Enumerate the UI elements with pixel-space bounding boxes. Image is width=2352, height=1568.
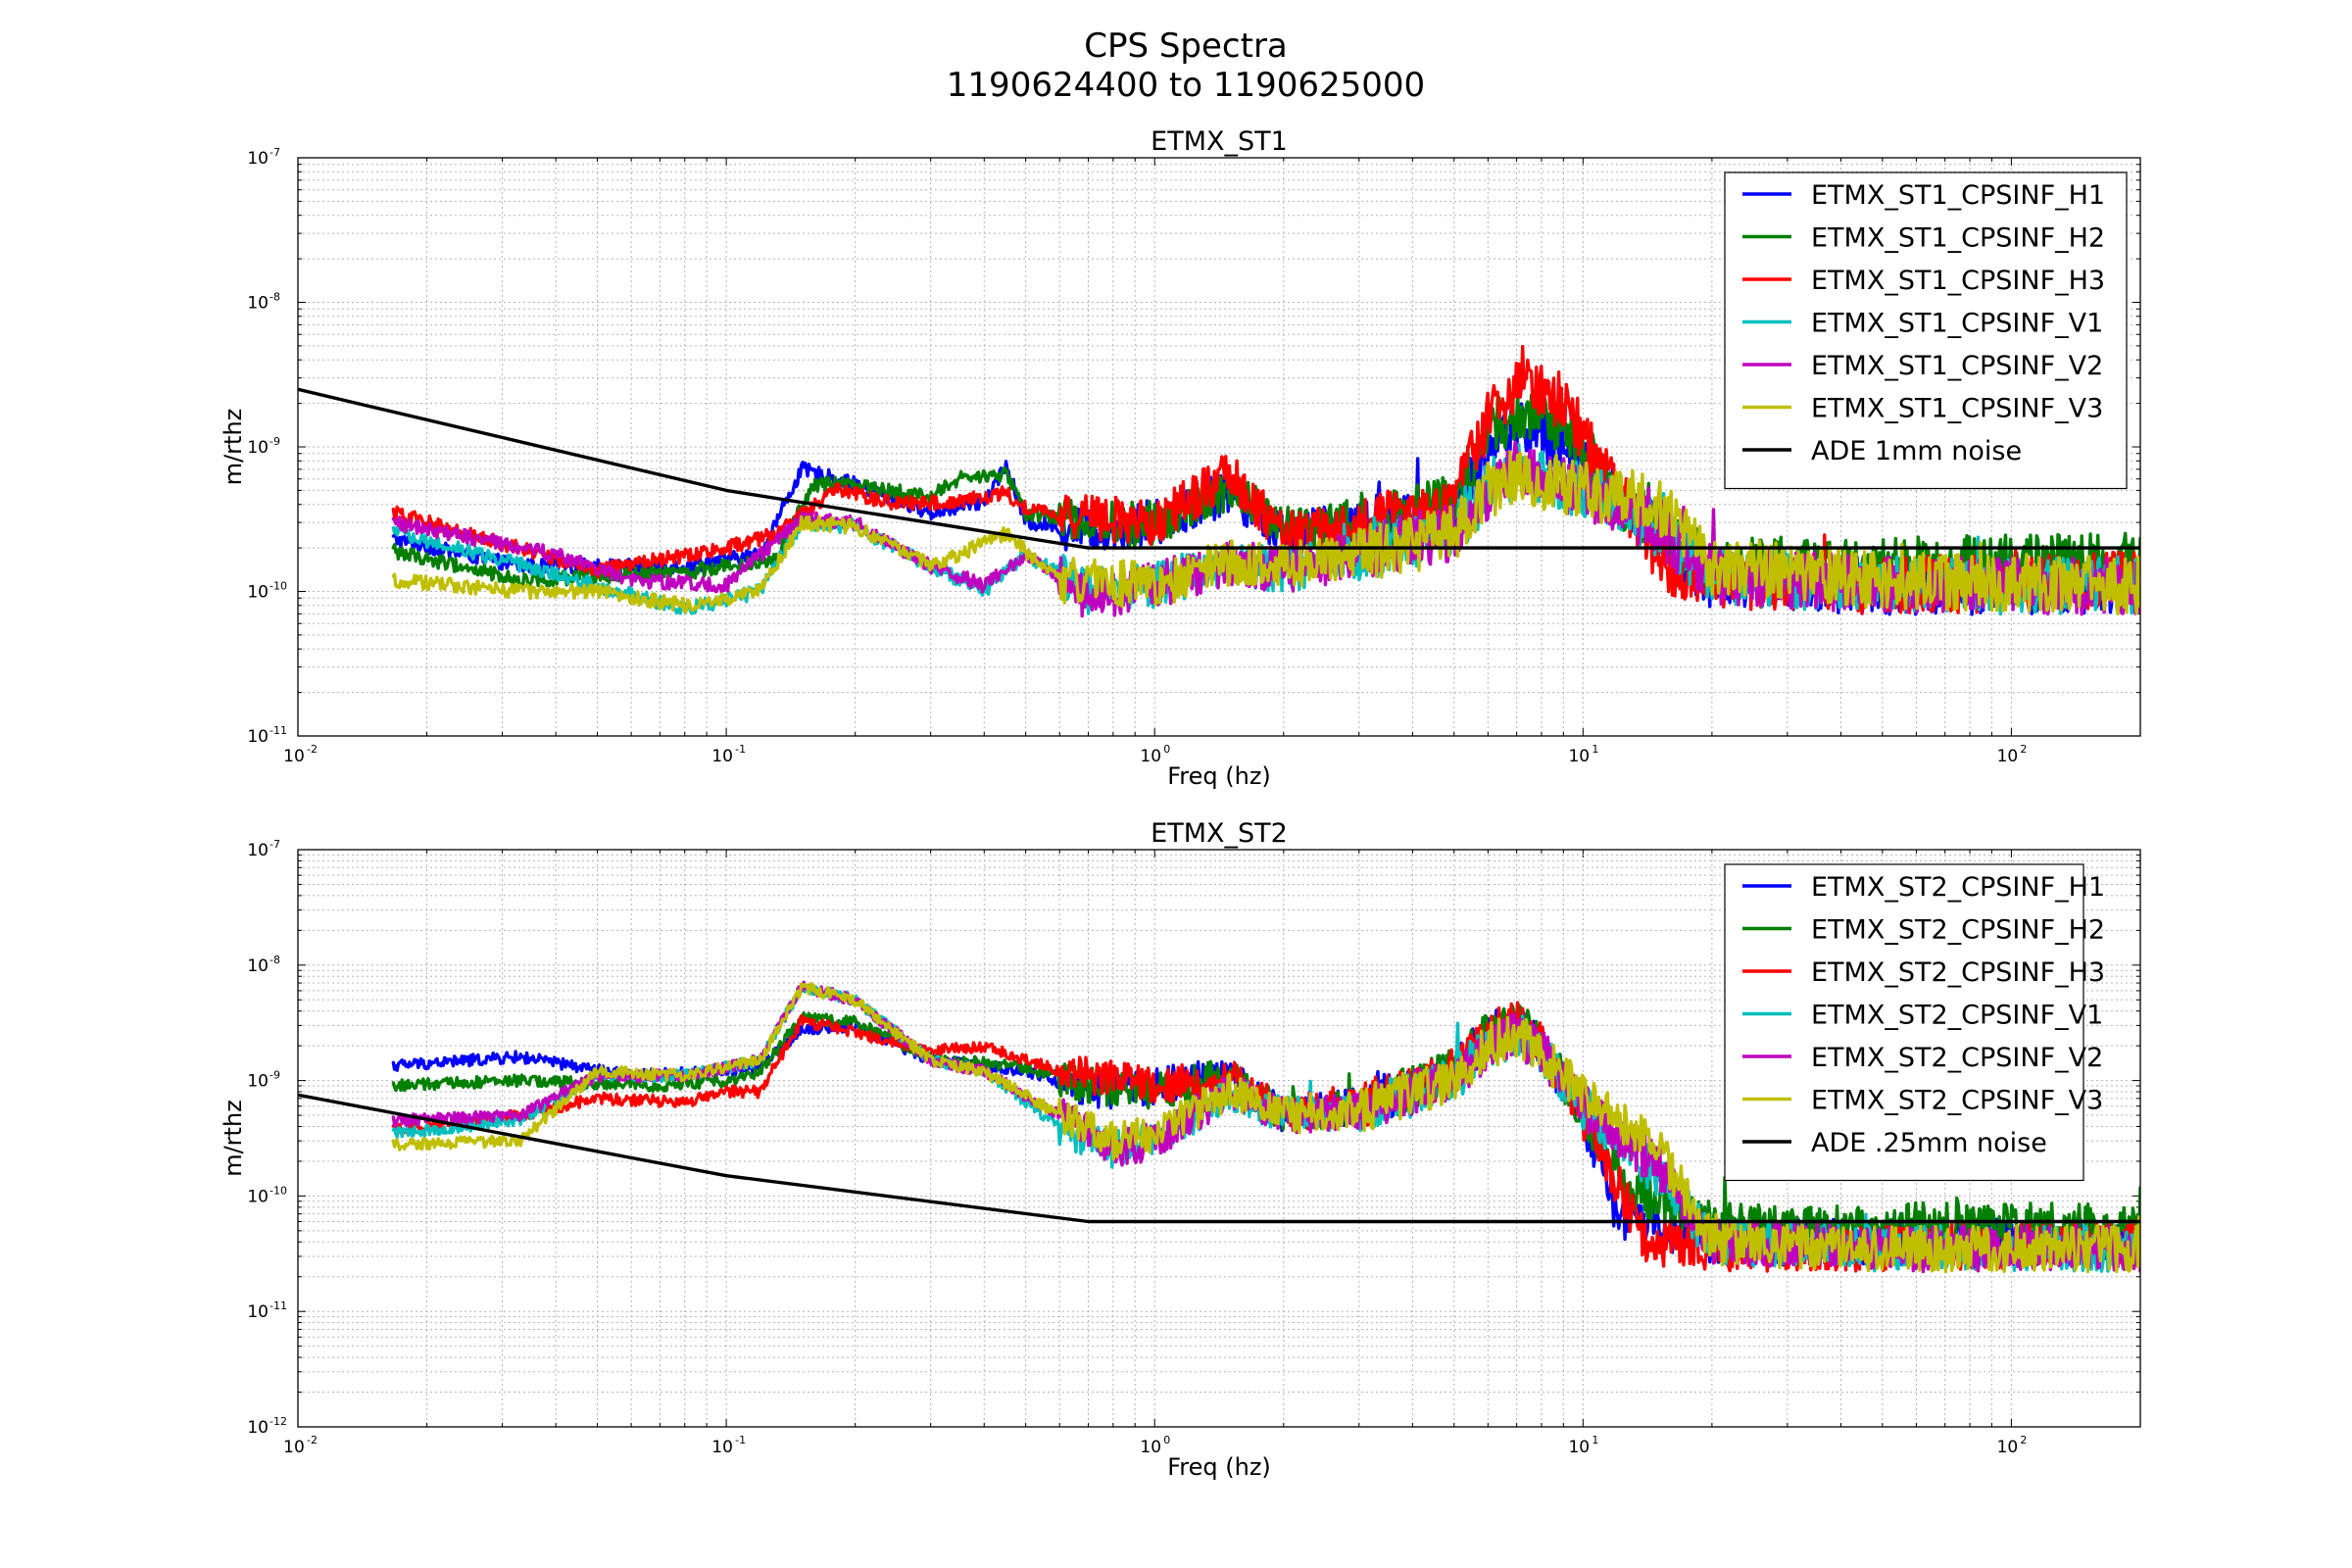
x-tick-label: 10	[283, 747, 305, 766]
legend-label: ADE .25mm noise	[1811, 1128, 2047, 1158]
x-tick-label-exponent: -1	[735, 743, 746, 756]
x-tick-label: 10	[711, 1438, 733, 1457]
figure-subtitle: 1190624400 to 1190625000	[947, 66, 1425, 105]
y-tick-label-exponent: -8	[270, 954, 280, 966]
y-tick-label: 10	[247, 1072, 269, 1092]
x-tick-label: 10	[1568, 747, 1590, 766]
y-tick-label-exponent: -9	[270, 1069, 280, 1082]
legend-label: ETMX_ST2_CPSINF_V1	[1811, 1001, 2103, 1031]
y-tick-label-exponent: -11	[270, 724, 287, 737]
y-tick-label: 10	[247, 438, 269, 458]
x-tick-label-exponent: 2	[2020, 1434, 2027, 1446]
series-group	[298, 344, 2140, 618]
y-tick-label: 10	[247, 956, 269, 976]
y-tick-label-exponent: -8	[270, 291, 280, 304]
y-tick-label-exponent: -10	[270, 1184, 287, 1197]
x-tick-label-exponent: -2	[307, 743, 318, 756]
x-tick-label: 10	[1140, 1438, 1161, 1457]
legend-label: ETMX_ST2_CPSINF_H2	[1811, 915, 2105, 946]
x-tick-label-exponent: 1	[1592, 1434, 1598, 1446]
legend-item: ETMX_ST2_CPSINF_V3	[1742, 1086, 2103, 1116]
x-tick-label: 10	[1997, 747, 2019, 766]
legend-item: ETMX_ST2_CPSINF_H2	[1742, 915, 2105, 946]
legend-label: ETMX_ST1_CPSINF_H1	[1811, 180, 2105, 211]
x-tick-label-exponent: -1	[735, 1434, 746, 1446]
series-group	[298, 980, 2140, 1274]
plot-frame	[297, 157, 2141, 737]
x-tick-label: 10	[1568, 1438, 1590, 1457]
legend: ETMX_ST1_CPSINF_H1 ETMX_ST1_CPSINF_H2 ETMX…	[1724, 172, 2128, 490]
legend-item: ETMX_ST1_CPSINF_H2	[1742, 223, 2105, 254]
x-tick-label: 10	[283, 1438, 305, 1457]
subplot-title: ETMX_ST1	[1151, 126, 1288, 157]
y-tick-label: 10	[247, 294, 269, 314]
legend-item: ETMX_ST1_CPSINF_V3	[1742, 394, 2103, 424]
x-tick-label-exponent: 2	[2020, 743, 2027, 756]
legend-box	[1724, 172, 2128, 490]
legend-label: ETMX_ST2_CPSINF_H1	[1811, 872, 2105, 903]
legend-item: ETMX_ST2_CPSINF_V1	[1742, 1001, 2103, 1031]
y-tick-label: 10	[247, 1418, 269, 1438]
legend-item: ETMX_ST2_CPSINF_H1	[1742, 872, 2105, 903]
x-tick-label-exponent: -2	[307, 1434, 318, 1446]
y-tick-label-exponent: -11	[270, 1299, 287, 1312]
legend-item: ETMX_ST1_CPSINF_V1	[1742, 309, 2103, 339]
y-tick-label: 10	[247, 1187, 269, 1206]
y-tick-label-exponent: -10	[270, 580, 287, 593]
legend: ETMX_ST2_CPSINF_H1 ETMX_ST2_CPSINF_H2 ETMX…	[1724, 863, 2105, 1182]
legend-item: ADE 1mm noise	[1742, 436, 2022, 466]
y-tick-label: 10	[247, 727, 269, 747]
legend-label: ADE 1mm noise	[1811, 436, 2022, 466]
plot-frame	[297, 849, 2141, 1428]
y-tick-label: 10	[247, 149, 269, 169]
x-tick-label-exponent: 0	[1163, 743, 1170, 756]
y-tick-label-exponent: -9	[270, 435, 280, 448]
legend-label: ETMX_ST1_CPSINF_V3	[1811, 394, 2103, 424]
y-tick-label: 10	[247, 583, 269, 603]
legend-label: ETMX_ST2_CPSINF_V2	[1811, 1043, 2103, 1073]
series-line-ade .25mm noise	[298, 1093, 2140, 1224]
x-axis-label: Freq (hz)	[1167, 1453, 1271, 1481]
y-tick-label-exponent: -7	[270, 146, 280, 159]
legend-item: ETMX_ST2_CPSINF_H3	[1742, 957, 2105, 988]
legend-item: ETMX_ST1_CPSINF_H3	[1742, 266, 2105, 296]
legend-item: ADE .25mm noise	[1742, 1128, 2047, 1158]
y-axis-label: m/rthz	[220, 1100, 247, 1177]
figure-title: CPS Spectra	[1084, 26, 1288, 66]
x-tick-label: 10	[1140, 747, 1161, 766]
legend-label: ETMX_ST1_CPSINF_V1	[1811, 309, 2103, 339]
legend-label: ETMX_ST2_CPSINF_H3	[1811, 957, 2105, 988]
series-line-etmx_st2_cpsinf_v3	[391, 982, 2140, 1274]
y-tick-label-exponent: -12	[270, 1415, 287, 1428]
y-tick-label: 10	[247, 1302, 269, 1322]
legend-item: ETMX_ST1_CPSINF_V2	[1742, 351, 2103, 381]
legend-box	[1724, 863, 2084, 1182]
legend-label: ETMX_ST2_CPSINF_V3	[1811, 1086, 2103, 1116]
x-tick-label-exponent: 0	[1163, 1434, 1170, 1446]
legend-label: ETMX_ST1_CPSINF_V2	[1811, 351, 2103, 381]
y-tick-label: 10	[247, 841, 269, 860]
x-axis-label: Freq (hz)	[1167, 762, 1271, 790]
x-tick-label: 10	[1997, 1438, 2019, 1457]
legend-label: ETMX_ST1_CPSINF_H3	[1811, 266, 2105, 296]
x-tick-label: 10	[711, 747, 733, 766]
legend-label: ETMX_ST1_CPSINF_H2	[1811, 223, 2105, 254]
x-tick-label-exponent: 1	[1592, 743, 1598, 756]
y-tick-label-exponent: -7	[270, 838, 280, 851]
y-axis-label: m/rthz	[220, 409, 247, 486]
legend-item: ETMX_ST2_CPSINF_V2	[1742, 1043, 2103, 1073]
series-line-ade 1mm noise	[298, 387, 2140, 550]
subplot-title: ETMX_ST2	[1151, 818, 1288, 849]
legend-item: ETMX_ST1_CPSINF_H1	[1742, 180, 2105, 211]
series-line-etmx_st1_cpsinf_v3	[391, 450, 2140, 615]
